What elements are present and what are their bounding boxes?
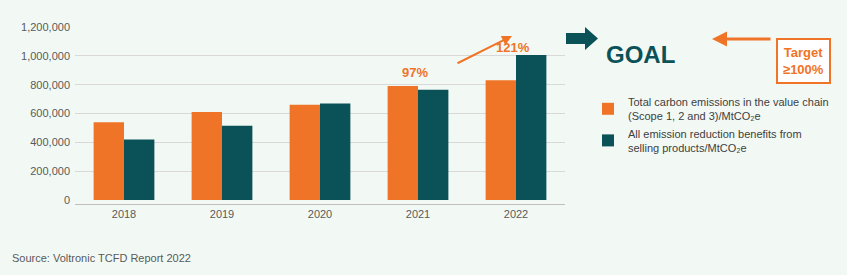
svg-text:All emission reduction benefit: All emission reduction benefits fromsell… <box>628 128 802 154</box>
svg-text:GOAL: GOAL <box>606 41 675 68</box>
svg-text:Source: Voltronic TCFD Report: Source: Voltronic TCFD Report 2022 <box>12 252 191 264</box>
svg-text:1,000,000: 1,000,000 <box>21 50 70 62</box>
svg-text:Total carbon emissions in the: Total carbon emissions in the value chai… <box>628 96 829 122</box>
svg-text:800,000: 800,000 <box>30 79 70 91</box>
svg-text:2018: 2018 <box>112 208 136 220</box>
svg-text:2021: 2021 <box>406 208 430 220</box>
svg-text:600,000: 600,000 <box>30 107 70 119</box>
svg-text:97%: 97% <box>402 65 428 80</box>
svg-text:400,000: 400,000 <box>30 136 70 148</box>
svg-text:Target≥100%: Target≥100% <box>783 45 824 77</box>
svg-text:2022: 2022 <box>504 208 528 220</box>
svg-text:200,000: 200,000 <box>30 165 70 177</box>
svg-text:0: 0 <box>64 194 70 206</box>
svg-text:2019: 2019 <box>210 208 234 220</box>
svg-text:121%: 121% <box>496 40 530 55</box>
svg-text:2020: 2020 <box>308 208 332 220</box>
svg-text:1,200,000: 1,200,000 <box>21 21 70 33</box>
